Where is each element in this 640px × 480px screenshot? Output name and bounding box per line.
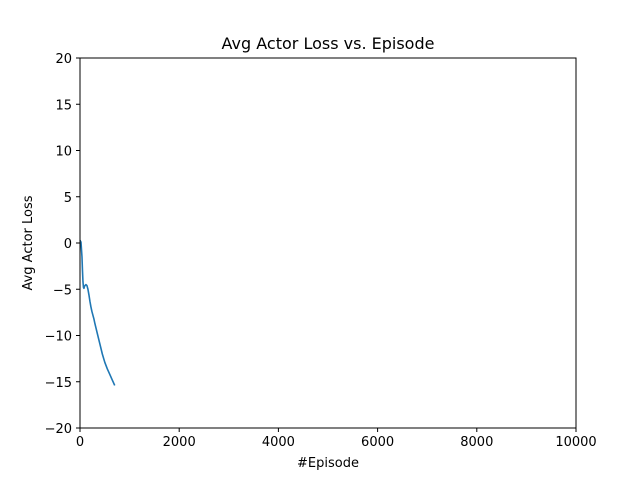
x-tick-label: 2000: [163, 435, 196, 450]
x-tick-label: 8000: [460, 435, 493, 450]
y-tick-label: 0: [64, 237, 72, 252]
x-tick-label: 4000: [262, 435, 295, 450]
x-tick-label: 10000: [555, 435, 596, 450]
y-tick-label: 5: [64, 191, 72, 206]
y-tick-label: −15: [45, 376, 72, 391]
x-tick-label: 6000: [361, 435, 394, 450]
y-tick-label: 20: [55, 52, 72, 67]
plot-background: [80, 58, 576, 428]
x-tick-label: 0: [76, 435, 84, 450]
x-axis: 0 2000 4000 6000 8000 10000: [76, 428, 597, 450]
series-layer: [79, 239, 116, 386]
y-axis-label: Avg Actor Loss: [21, 195, 36, 290]
y-tick-label: −20: [45, 422, 72, 437]
y-tick-label: 10: [55, 145, 72, 160]
y-tick-label: −10: [45, 330, 72, 345]
series-line: [79, 239, 116, 386]
y-axis: −20 −15 −10 −5 0 5 10 15 20: [45, 52, 80, 437]
y-tick-label: 15: [55, 98, 72, 113]
y-tick-label: −5: [53, 283, 72, 298]
chart-title: Avg Actor Loss vs. Episode: [222, 34, 435, 53]
x-axis-label: #Episode: [297, 456, 359, 471]
